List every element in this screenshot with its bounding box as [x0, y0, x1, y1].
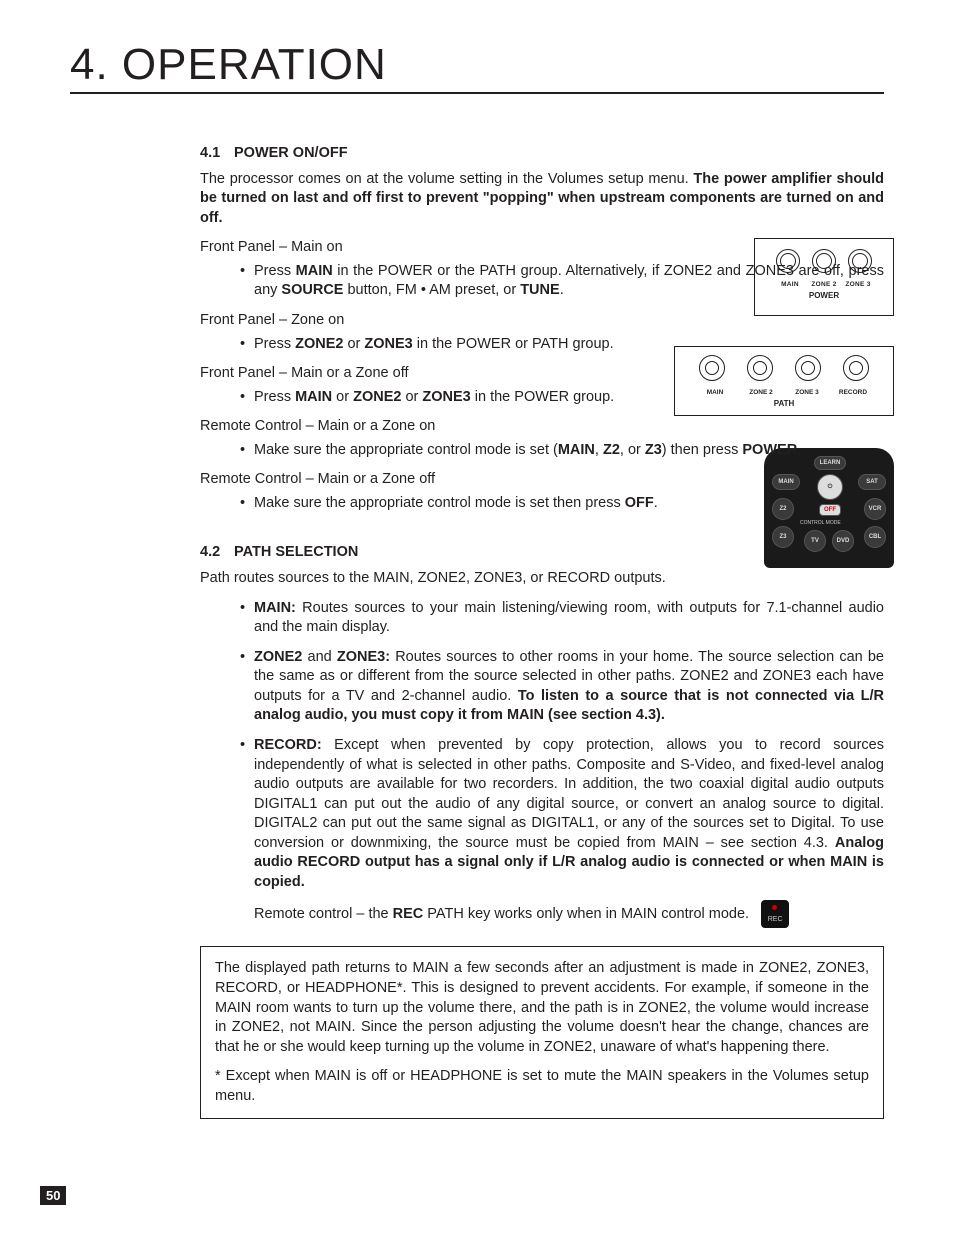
s41-body: MAINZONE 2ZONE 3 POWER MAINZONE 2ZONE 3R…: [200, 238, 884, 513]
page: 4. Operation 4.1POWER ON/OFF The process…: [0, 0, 954, 1235]
rc-on-bullet: Make sure the appropriate control mode i…: [240, 441, 884, 461]
page-number: 50: [40, 1186, 66, 1205]
s42-zone: ZONE2 and ZONE3: Routes sources to other…: [240, 648, 884, 726]
fp-off-bullet: Press MAIN or ZONE2 or ZONE3 in the POWE…: [240, 388, 884, 408]
content: 4.1POWER ON/OFF The processor comes on a…: [200, 144, 884, 1119]
fp-main-on-bullet: Press MAIN in the POWER or the PATH grou…: [240, 262, 884, 301]
s42-record: RECORD: Except when prevented by copy pr…: [240, 736, 884, 929]
s42-intro: Path routes sources to the MAIN, ZONE2, …: [200, 569, 884, 589]
s42-list: MAIN: Routes sources to your main listen…: [240, 599, 884, 929]
note-box: The displayed path returns to MAIN a few…: [200, 946, 884, 1119]
rc-on: Remote Control – Main or a Zone on: [200, 417, 884, 437]
section-4-1-head: 4.1POWER ON/OFF: [200, 144, 884, 164]
note-p2: * Except when MAIN is off or HEADPHONE i…: [215, 1067, 869, 1106]
s42-main: MAIN: Routes sources to your main listen…: [240, 599, 884, 638]
note-p1: The displayed path returns to MAIN a few…: [215, 959, 869, 1057]
rc-off-bullet: Make sure the appropriate control mode i…: [240, 494, 884, 514]
chapter-title: 4. Operation: [70, 40, 884, 94]
rec-key-icon: [761, 900, 789, 928]
fp-zone-on-bullet: Press ZONE2 or ZONE3 in the POWER or PAT…: [240, 335, 884, 355]
s41-intro: The processor comes on at the volume set…: [200, 170, 884, 229]
